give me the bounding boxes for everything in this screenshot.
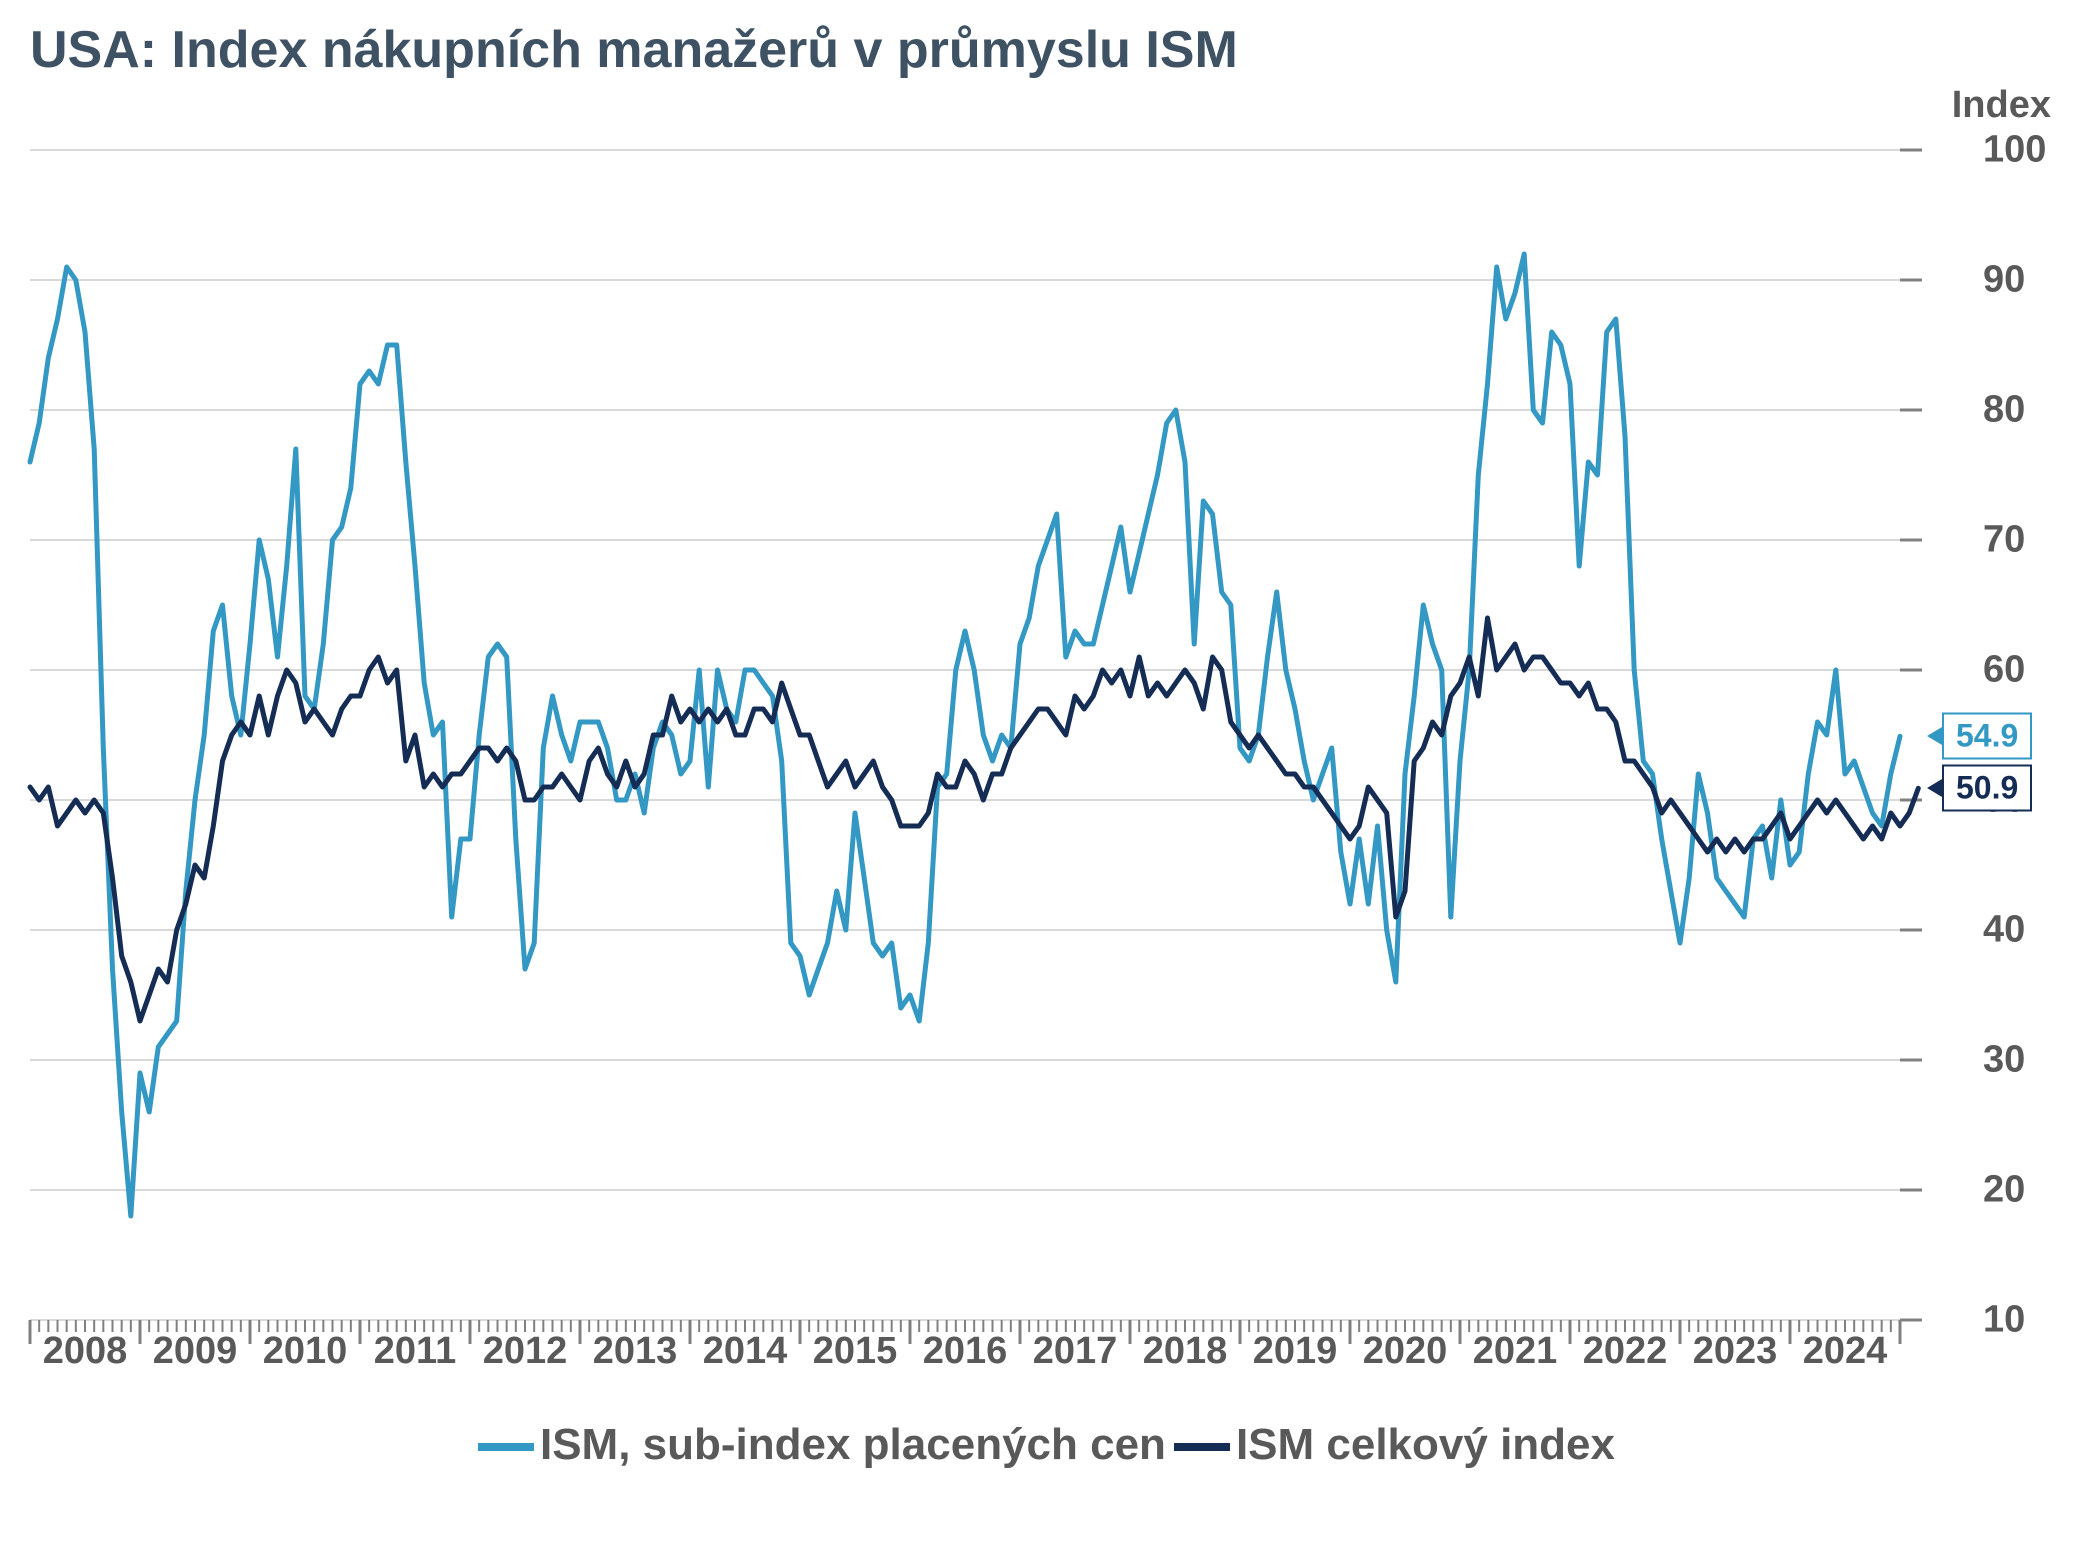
x-tick-label: 2022 [1583, 1330, 1668, 1373]
y-tick-label: 40 [1983, 909, 2053, 952]
end-label-pointer [1927, 779, 1942, 797]
legend: ISM, sub-index placených cen ISM celkový… [0, 1420, 2093, 1470]
end-label-box: 54.9 [1942, 713, 2032, 760]
x-tick-label: 2015 [813, 1330, 898, 1373]
y-axis-title: Index [1952, 84, 2051, 127]
plot-area [30, 150, 1900, 1320]
y-tick-label: 10 [1983, 1299, 2053, 1342]
x-tick-label: 2019 [1253, 1330, 1338, 1373]
y-tick-label: 60 [1983, 649, 2053, 692]
x-tick-label: 2012 [483, 1330, 568, 1373]
y-tick-label: 100 [1983, 129, 2053, 172]
x-tick-label: 2023 [1693, 1330, 1778, 1373]
y-tick-label: 70 [1983, 519, 2053, 562]
x-tick-label: 2011 [374, 1330, 456, 1373]
x-tick-label: 2024 [1803, 1330, 1888, 1373]
x-tick-label: 2016 [923, 1330, 1008, 1373]
legend-swatch-1 [478, 1443, 534, 1451]
x-tick-label: 2021 [1473, 1330, 1558, 1373]
x-tick-label: 2020 [1363, 1330, 1448, 1373]
plot-svg [30, 150, 1900, 1320]
x-tick-label: 2018 [1143, 1330, 1228, 1373]
chart-title: USA: Index nákupních manažerů v průmyslu… [30, 20, 1238, 80]
legend-label-2: ISM celkový index [1236, 1420, 1615, 1469]
y-tick-label: 30 [1983, 1039, 2053, 1082]
y-tick-label: 20 [1983, 1169, 2053, 1212]
x-tick-label: 2010 [263, 1330, 348, 1373]
legend-swatch-2 [1174, 1443, 1230, 1451]
legend-item-1: ISM, sub-index placených cen [478, 1420, 1166, 1470]
y-tick-label: 90 [1983, 259, 2053, 302]
legend-item-2: ISM celkový index [1174, 1420, 1615, 1470]
x-tick-label: 2008 [43, 1330, 128, 1373]
x-tick-label: 2013 [593, 1330, 678, 1373]
y-tick-label: 80 [1983, 389, 2053, 432]
x-tick-label: 2014 [703, 1330, 788, 1373]
x-tick-label: 2017 [1033, 1330, 1118, 1373]
legend-label-1: ISM, sub-index placených cen [540, 1420, 1166, 1469]
x-tick-label: 2009 [153, 1330, 238, 1373]
end-label-box: 50.9 [1942, 765, 2032, 812]
end-label-pointer [1927, 727, 1942, 745]
chart-container: USA: Index nákupních manažerů v průmyslu… [0, 0, 2093, 1568]
